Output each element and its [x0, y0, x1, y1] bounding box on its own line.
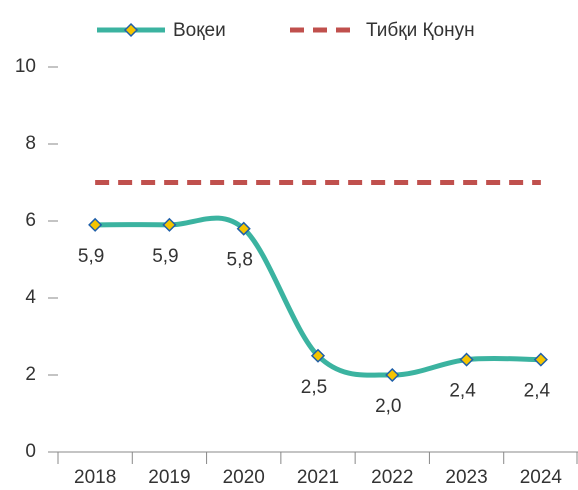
- y-tick-label: 2: [25, 364, 36, 385]
- x-tick-label: 2018: [74, 467, 116, 488]
- point-marker: [533, 352, 548, 367]
- data-label: 5,9: [152, 246, 178, 267]
- y-tick-label: 8: [25, 133, 36, 154]
- x-tick-label: 2021: [297, 467, 339, 488]
- x-tick-label: 2022: [371, 467, 413, 488]
- x-tick-label: 2023: [445, 467, 487, 488]
- point-marker: [310, 348, 326, 363]
- point-marker: [236, 221, 251, 236]
- data-label: 2,0: [375, 396, 401, 417]
- y-tick-label: 0: [25, 441, 36, 462]
- y-tick-label: 6: [25, 210, 36, 231]
- legend-marker: [123, 22, 139, 38]
- data-label: 2,5: [301, 377, 327, 398]
- legend-label: Воқеи: [173, 20, 226, 41]
- data-label: 2,4: [449, 381, 476, 402]
- point-marker: [88, 217, 103, 232]
- data-label: 5,8: [227, 250, 253, 271]
- data-label: 5,9: [78, 246, 104, 267]
- x-tick-label: 2019: [148, 467, 190, 488]
- data-label: 2,4: [524, 381, 551, 402]
- x-tick-label: 2020: [223, 467, 265, 488]
- point-marker: [459, 352, 474, 367]
- point-marker: [162, 217, 177, 232]
- point-marker: [385, 367, 400, 383]
- legend-label: Тибқи Қонун: [366, 20, 475, 41]
- y-tick-label: 4: [25, 287, 36, 308]
- x-tick-label: 2024: [520, 467, 563, 488]
- y-tick-label: 10: [15, 56, 36, 77]
